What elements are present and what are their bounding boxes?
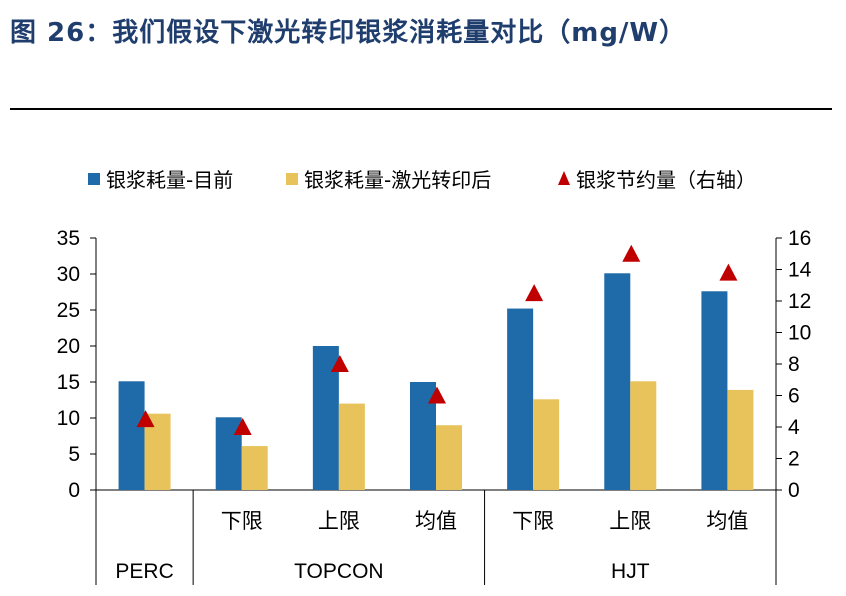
right-tick-label: 10 [788, 322, 811, 345]
saving-marker [233, 418, 252, 435]
right-tick-label: 8 [788, 353, 800, 376]
bar-current [118, 381, 145, 490]
bar-laser [630, 381, 657, 490]
bar-current [604, 273, 631, 490]
bar-current [507, 308, 534, 490]
bar-laser [727, 389, 754, 490]
saving-marker [136, 410, 155, 428]
left-tick-label: 10 [57, 407, 80, 430]
category-label: 上限 [609, 509, 651, 533]
saving-marker [622, 244, 641, 262]
right-tick-label: 6 [788, 385, 800, 408]
bar-current [701, 291, 728, 490]
group-label: PERC [115, 560, 173, 583]
category-label: 下限 [221, 509, 263, 533]
legend-label: 银浆耗量-激光转印后 [304, 168, 491, 192]
legend-label: 银浆节约量（右轴） [576, 168, 756, 192]
legend: 银浆耗量-目前 银浆耗量-激光转印后 银浆节约量（右轴） [88, 168, 756, 192]
group-label: HJT [611, 560, 650, 583]
bar-laser [533, 399, 560, 490]
left-tick-label: 25 [57, 299, 80, 322]
saving-marker [330, 355, 349, 372]
right-tick-label: 4 [788, 416, 800, 439]
bar-laser [241, 446, 268, 490]
right-tick-label: 0 [788, 479, 800, 502]
category-label: 上限 [318, 509, 360, 533]
left-tick-label: 15 [57, 371, 80, 394]
legend-swatch [558, 171, 570, 185]
right-tick-label: 14 [788, 259, 812, 282]
right-tick-label: 2 [788, 448, 800, 471]
left-tick-label: 35 [57, 227, 80, 250]
left-tick-label: 20 [57, 335, 80, 358]
title-divider [10, 108, 832, 110]
bars [118, 273, 754, 490]
left-tick-label: 5 [68, 443, 80, 466]
right-tick-label: 12 [788, 290, 811, 313]
left-tick-label: 0 [68, 479, 80, 502]
category-label: 均值 [415, 509, 457, 533]
saving-marker [428, 386, 446, 404]
legend-label: 银浆耗量-目前 [106, 168, 233, 192]
legend-swatch [286, 173, 298, 185]
group-label: TOPCON [294, 560, 383, 583]
legend-swatch [88, 173, 100, 185]
category-label: 均值 [706, 509, 748, 533]
saving-marker [719, 263, 738, 281]
bar-laser [436, 425, 462, 490]
bar-laser [338, 403, 365, 490]
labels: 0 5 10 15 20 25 30 35 0 2 4 6 8 10 12 14 16 下限 上限 均值 下限 上限 均值 P… [57, 227, 812, 583]
left-tick-label: 30 [57, 263, 80, 286]
markers [136, 244, 738, 435]
right-tick-label: 16 [788, 227, 811, 250]
figure-title: 图 26：我们假设下激光转印银浆消耗量对比（mg/W） [10, 18, 687, 48]
category-label: 下限 [512, 509, 554, 533]
saving-marker [525, 284, 544, 302]
